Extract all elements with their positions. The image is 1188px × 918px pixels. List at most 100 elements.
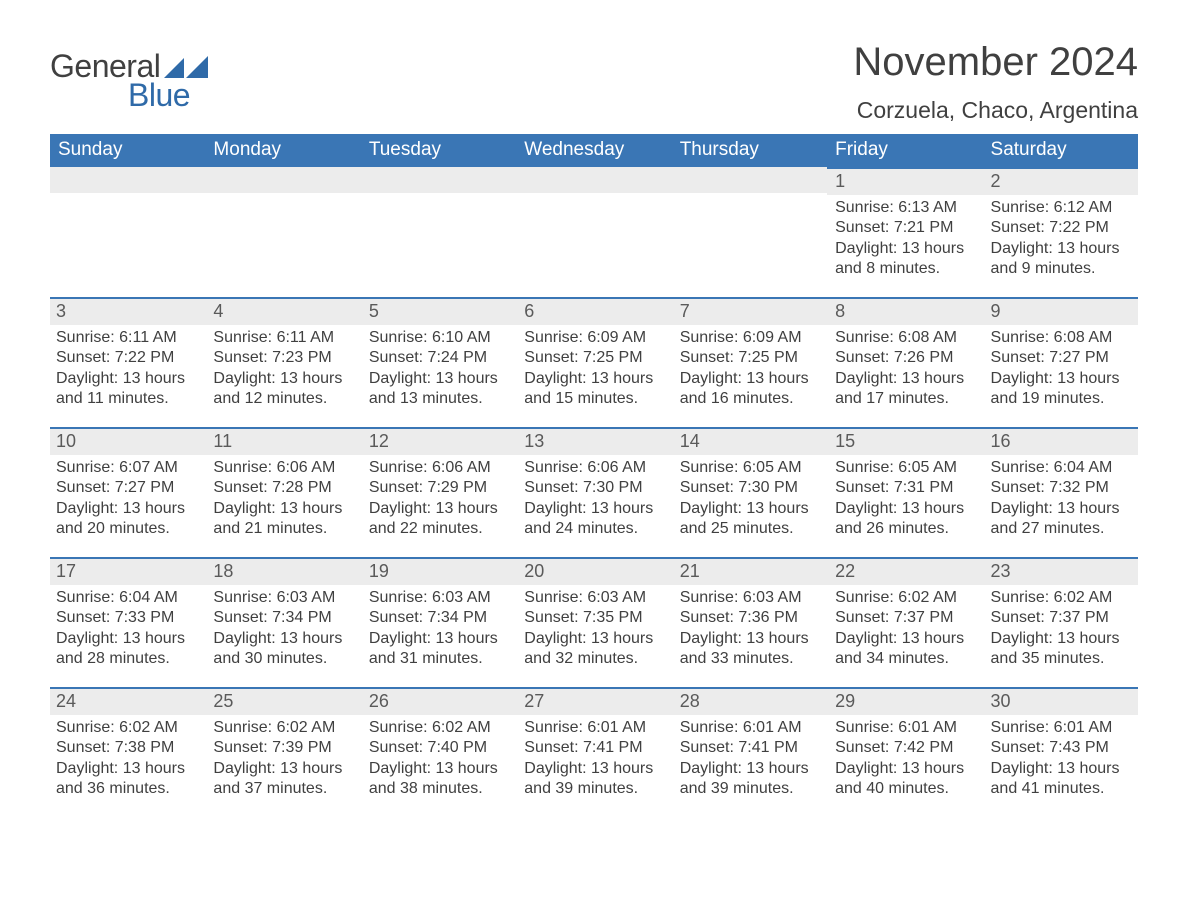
sunrise-line: Sunrise: 6:02 AM: [369, 719, 491, 736]
weekday-header: Monday: [205, 134, 360, 167]
calendar-day: 3Sunrise: 6:11 AMSunset: 7:22 PMDaylight…: [50, 297, 205, 427]
sunset-line: Sunset: 7:32 PM: [991, 479, 1109, 496]
sunrise-line: Sunrise: 6:08 AM: [835, 329, 957, 346]
day-number: 29: [827, 687, 982, 715]
calendar-day: 17Sunrise: 6:04 AMSunset: 7:33 PMDayligh…: [50, 557, 205, 687]
sunset-line: Sunset: 7:41 PM: [524, 739, 642, 756]
calendar-day: 28Sunrise: 6:01 AMSunset: 7:41 PMDayligh…: [672, 687, 827, 817]
day-details: Sunrise: 6:02 AMSunset: 7:37 PMDaylight:…: [827, 585, 982, 678]
sunrise-line: Sunrise: 6:03 AM: [524, 589, 646, 606]
sunrise-line: Sunrise: 6:03 AM: [213, 589, 335, 606]
sunrise-line: Sunrise: 6:02 AM: [213, 719, 335, 736]
day-number: 24: [50, 687, 205, 715]
calendar-day: 6Sunrise: 6:09 AMSunset: 7:25 PMDaylight…: [516, 297, 671, 427]
calendar-day: 30Sunrise: 6:01 AMSunset: 7:43 PMDayligh…: [983, 687, 1138, 817]
daylight-line: Daylight: 13 hours and 11 minutes.: [56, 370, 185, 407]
weekday-header: Saturday: [983, 134, 1138, 167]
sunset-line: Sunset: 7:30 PM: [680, 479, 798, 496]
day-details: Sunrise: 6:06 AM Sunset: 7:28 PM Daylight:…: [205, 455, 360, 548]
day-number: 3: [50, 297, 205, 325]
sunset-line: Sunset: 7:23 PM: [213, 349, 331, 366]
calendar-table: SundayMondayTuesdayWednesdayThursdayFrid…: [50, 134, 1138, 817]
sunrise-line: Sunrise: 6:01 AM: [991, 719, 1113, 736]
daylight-line: Daylight: 13 hours and 22 minutes.: [369, 500, 498, 537]
sunrise-line: Sunrise: 6:04 AM: [991, 459, 1113, 476]
weekday-header: Thursday: [672, 134, 827, 167]
day-details: Sunrise: 6:04 AM Sunset: 7:32 PM Daylight:…: [983, 455, 1138, 548]
sunset-line: Sunset: 7:41 PM: [680, 739, 798, 756]
daylight-line: Daylight: 13 hours and 37 minutes.: [213, 760, 342, 797]
calendar-day: 15Sunrise: 6:05 AMSunset: 7:31 PMDayligh…: [827, 427, 982, 557]
calendar-day: 5Sunrise: 6:10 AMSunset: 7:24 PMDaylight…: [361, 297, 516, 427]
sunrise-line: Sunrise: 6:01 AM: [680, 719, 802, 736]
day-details: Sunrise: 6:08 AM Sunset: 7:26 PM Daylight:…: [827, 325, 982, 418]
calendar-day: 18Sunrise: 6:03 AMSunset: 7:34 PMDayligh…: [205, 557, 360, 687]
daylight-line: Daylight: 13 hours and 25 minutes.: [680, 500, 809, 537]
daylight-line: Daylight: 13 hours and 30 minutes.: [213, 630, 342, 667]
daylight-line: Daylight: 13 hours and 17 minutes.: [835, 370, 964, 407]
day-number: 19: [361, 557, 516, 585]
calendar-day: 14Sunrise: 6:05 AMSunset: 7:30 PMDayligh…: [672, 427, 827, 557]
weekday-header: Wednesday: [516, 134, 671, 167]
daylight-line: Daylight: 13 hours and 26 minutes.: [835, 500, 964, 537]
header: General Blue November 2024 Corzuela, Cha…: [50, 40, 1138, 124]
sunset-line: Sunset: 7:28 PM: [213, 479, 331, 496]
daylight-line: Daylight: 13 hours and 27 minutes.: [991, 500, 1120, 537]
day-details: Sunrise: 6:03 AMSunset: 7:35 PMDaylight:…: [516, 585, 671, 678]
location-subtitle: Corzuela, Chaco, Argentina: [853, 97, 1138, 124]
day-details: Sunrise: 6:02 AMSunset: 7:38 PMDaylight:…: [50, 715, 205, 808]
day-number-empty: [361, 167, 516, 193]
daylight-line: Daylight: 13 hours and 15 minutes.: [524, 370, 653, 407]
daylight-line: Daylight: 13 hours and 32 minutes.: [524, 630, 653, 667]
day-details: Sunrise: 6:03 AMSunset: 7:34 PMDaylight:…: [361, 585, 516, 678]
day-number: 10: [50, 427, 205, 455]
day-number: 22: [827, 557, 982, 585]
sunrise-line: Sunrise: 6:09 AM: [524, 329, 646, 346]
calendar-day-empty: [205, 167, 360, 297]
day-number: 11: [205, 427, 360, 455]
sunset-line: Sunset: 7:25 PM: [524, 349, 642, 366]
daylight-line: Daylight: 13 hours and 8 minutes.: [835, 240, 964, 277]
calendar-week: 1Sunrise: 6:13 AMSunset: 7:21 PMDaylight…: [50, 167, 1138, 297]
day-number: 15: [827, 427, 982, 455]
daylight-line: Daylight: 13 hours and 36 minutes.: [56, 760, 185, 797]
calendar-day: 2Sunrise: 6:12 AMSunset: 7:22 PMDaylight…: [983, 167, 1138, 297]
calendar-day: 12Sunrise: 6:06 AMSunset: 7:29 PMDayligh…: [361, 427, 516, 557]
day-details: Sunrise: 6:10 AMSunset: 7:24 PMDaylight:…: [361, 325, 516, 418]
calendar-day-empty: [50, 167, 205, 297]
daylight-line: Daylight: 13 hours and 39 minutes.: [524, 760, 653, 797]
day-details: Sunrise: 6:06 AMSunset: 7:29 PMDaylight:…: [361, 455, 516, 548]
calendar-day: 20Sunrise: 6:03 AMSunset: 7:35 PMDayligh…: [516, 557, 671, 687]
sunrise-line: Sunrise: 6:06 AM: [213, 459, 335, 476]
sunset-line: Sunset: 7:26 PM: [835, 349, 953, 366]
day-number: 14: [672, 427, 827, 455]
daylight-line: Daylight: 13 hours and 31 minutes.: [369, 630, 498, 667]
sunset-line: Sunset: 7:24 PM: [369, 349, 487, 366]
month-title: November 2024: [853, 40, 1138, 85]
calendar-week: 24Sunrise: 6:02 AMSunset: 7:38 PMDayligh…: [50, 687, 1138, 817]
weekday-header-row: SundayMondayTuesdayWednesdayThursdayFrid…: [50, 134, 1138, 167]
day-number: 2: [983, 167, 1138, 195]
sunrise-line: Sunrise: 6:11 AM: [56, 329, 177, 346]
day-details: Sunrise: 6:08 AMSunset: 7:27 PMDaylight:…: [983, 325, 1138, 418]
brand-triangle-icon: [164, 56, 208, 78]
sunset-line: Sunset: 7:37 PM: [835, 609, 953, 626]
sunset-line: Sunset: 7:33 PM: [56, 609, 174, 626]
calendar-day: 16Sunrise: 6:04 AMSunset: 7:32 PMDayligh…: [983, 427, 1138, 557]
day-details: Sunrise: 6:05 AMSunset: 7:30 PMDaylight:…: [672, 455, 827, 548]
day-details: Sunrise: 6:11 AMSunset: 7:22 PMDaylight:…: [50, 325, 205, 418]
calendar-day: 10Sunrise: 6:07 AMSunset: 7:27 PMDayligh…: [50, 427, 205, 557]
day-number: 27: [516, 687, 671, 715]
sunrise-line: Sunrise: 6:02 AM: [835, 589, 957, 606]
day-details: Sunrise: 6:04 AMSunset: 7:33 PMDaylight:…: [50, 585, 205, 678]
daylight-line: Daylight: 13 hours and 20 minutes.: [56, 500, 185, 537]
day-details: Sunrise: 6:01 AMSunset: 7:41 PMDaylight:…: [516, 715, 671, 808]
day-details: Sunrise: 6:05 AMSunset: 7:31 PMDaylight:…: [827, 455, 982, 548]
weekday-header: Sunday: [50, 134, 205, 167]
day-details: Sunrise: 6:11 AMSunset: 7:23 PMDaylight:…: [205, 325, 360, 418]
sunset-line: Sunset: 7:31 PM: [835, 479, 953, 496]
daylight-line: Daylight: 13 hours and 39 minutes.: [680, 760, 809, 797]
daylight-line: Daylight: 13 hours and 21 minutes.: [213, 500, 342, 537]
sunrise-line: Sunrise: 6:04 AM: [56, 589, 178, 606]
day-number: 7: [672, 297, 827, 325]
